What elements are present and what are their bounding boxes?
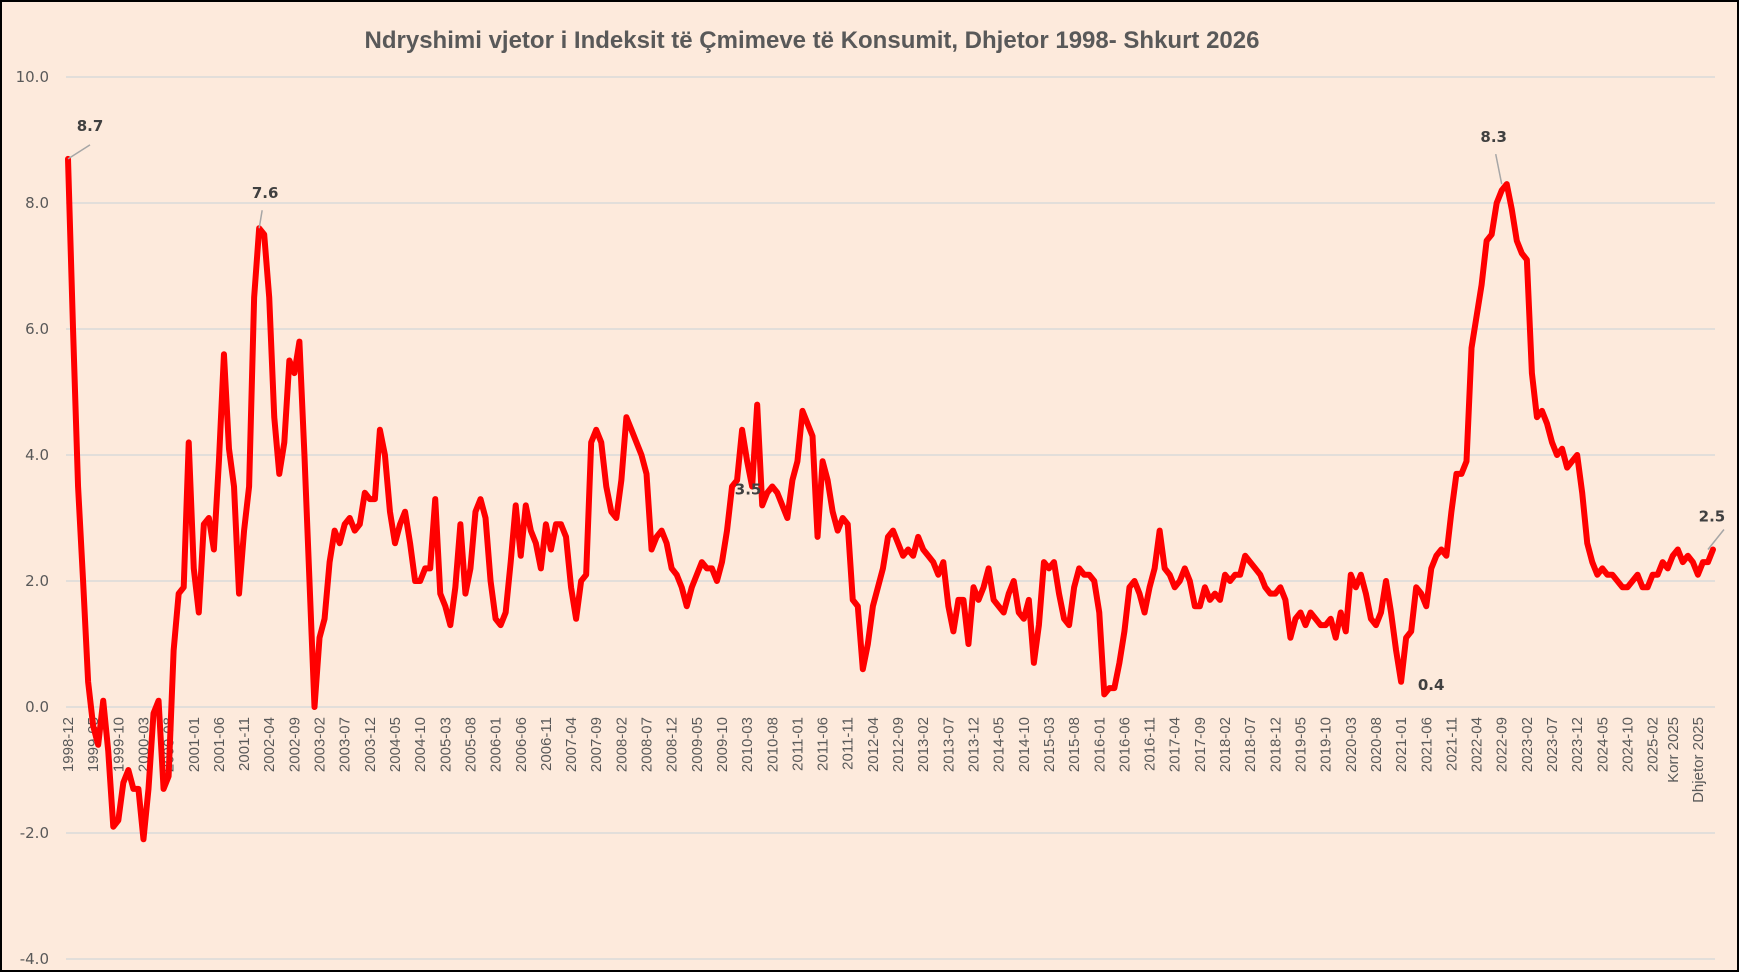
- x-tick-label: 2021-06: [1418, 717, 1435, 772]
- x-tick-label: 2004-05: [387, 717, 404, 772]
- x-tick-label: 2018-02: [1217, 717, 1234, 772]
- y-tick-label: 4.0: [25, 446, 49, 464]
- x-tick-label: 2018-07: [1242, 717, 1259, 772]
- gridlines: [66, 76, 1715, 960]
- x-tick-label: 2015-08: [1066, 717, 1083, 772]
- x-tick-label: 2008-02: [613, 717, 630, 772]
- x-tick-label: 2023-12: [1569, 717, 1586, 772]
- x-tick-label: 2025-02: [1645, 717, 1662, 772]
- x-tick-label: 2016-11: [1142, 717, 1159, 771]
- data-label: 8.3: [1480, 128, 1507, 146]
- x-tick-label: 2024-05: [1594, 717, 1611, 772]
- x-tick-label: 2006-06: [513, 717, 530, 772]
- y-tick-label: 2.0: [25, 572, 49, 590]
- data-label: 0.4: [1418, 676, 1445, 694]
- y-tick-label: -2.0: [20, 824, 49, 842]
- data-label-leader: [258, 210, 263, 229]
- x-tick-label: 2006-01: [488, 717, 505, 772]
- x-tick-label: 2022-09: [1494, 717, 1511, 772]
- x-tick-label: 2022-04: [1469, 717, 1486, 772]
- x-tick-label: 2011-06: [815, 717, 832, 771]
- y-tick-label: 6.0: [25, 320, 49, 338]
- x-tick-label: 2011-11: [840, 717, 857, 770]
- x-tick-label: 2017-09: [1192, 717, 1209, 772]
- x-tick-label: 2009-05: [689, 717, 706, 772]
- x-tick-label: 2004-10: [412, 717, 429, 772]
- y-tick-label: -4.0: [20, 950, 49, 968]
- x-tick-label: Dhjetor 2025: [1690, 717, 1707, 803]
- x-tick-label: 2001-01: [186, 717, 203, 772]
- x-tick-label: 2012-09: [890, 717, 907, 772]
- x-tick-label: 2012-04: [865, 717, 882, 772]
- data-label-leader: [1707, 529, 1725, 550]
- y-tick-label: 10.0: [16, 68, 49, 86]
- x-tick-label: 2001-06: [211, 717, 228, 772]
- x-tick-label: 2021-01: [1393, 717, 1410, 772]
- y-tick-label: 0.0: [25, 698, 49, 716]
- x-tick-label: 2018-12: [1267, 717, 1284, 772]
- x-tick-label: 2020-03: [1343, 717, 1360, 772]
- x-tick-label: 2016-01: [1091, 717, 1108, 772]
- y-tick-label: 8.0: [25, 194, 49, 212]
- x-tick-label: 2017-04: [1167, 717, 1184, 772]
- x-tick-label: 2005-08: [462, 717, 479, 772]
- data-label-leader: [67, 144, 91, 160]
- x-tick-label: 2015-03: [1041, 717, 1058, 772]
- y-axis-ticks: 10.0 8.0 6.0 4.0 2.0 0.0 -2.0 -4.0: [16, 68, 49, 968]
- x-tick-label: 2020-08: [1368, 717, 1385, 772]
- x-tick-label: 2009-10: [714, 717, 731, 772]
- x-tick-label: Korr 2025: [1665, 717, 1682, 783]
- x-tick-label: 1998-12: [60, 717, 77, 772]
- x-tick-label: 2010-03: [739, 717, 756, 772]
- x-tick-label: 2002-09: [286, 717, 303, 772]
- x-tick-label: 2007-09: [588, 717, 605, 772]
- data-label: 7.6: [252, 184, 279, 202]
- data-label: 2.5: [1699, 508, 1726, 526]
- x-tick-label: 2016-06: [1116, 717, 1133, 772]
- data-label-leader: [1494, 153, 1503, 185]
- data-label: 3.5: [735, 481, 762, 499]
- x-tick-label: 2002-04: [261, 717, 278, 772]
- x-tick-label: 2006-11: [538, 717, 555, 771]
- x-tick-label: 1999-10: [110, 717, 127, 772]
- x-tick-label: 2008-07: [639, 717, 656, 772]
- x-tick-label: 2010-08: [764, 717, 781, 772]
- chart-title: Ndryshimi vjetor i Indeksit të Çmimeve t…: [365, 27, 1260, 54]
- data-labels: 8.7 7.6 3.5 0.4 8.3 2.5: [67, 117, 1726, 694]
- x-tick-label: 2024-10: [1619, 717, 1636, 772]
- x-tick-label: 2003-12: [362, 717, 379, 772]
- series-points: [67, 158, 1714, 840]
- x-tick-label: 2011-01: [789, 717, 806, 771]
- x-tick-label: 2021-11: [1443, 717, 1460, 771]
- x-tick-label: 2013-07: [940, 717, 957, 772]
- x-tick-label: 2023-07: [1544, 717, 1561, 772]
- x-axis-ticks: 1998-12 1999-05 1999-10 2000-03 2000-08 2001-…: [60, 717, 1707, 803]
- x-tick-label: 2003-02: [312, 717, 329, 772]
- data-label: 8.7: [77, 117, 104, 135]
- x-tick-label: 2007-04: [563, 717, 580, 772]
- x-tick-label: 2014-05: [991, 717, 1008, 772]
- x-tick-label: 2001-11: [236, 717, 253, 771]
- x-tick-label: 2013-02: [915, 717, 932, 772]
- x-tick-label: 2005-03: [437, 717, 454, 772]
- x-tick-label: 2019-10: [1318, 717, 1335, 772]
- x-tick-label: 2014-10: [1016, 717, 1033, 772]
- x-tick-label: 2008-12: [664, 717, 681, 772]
- x-tick-label: 2023-02: [1519, 717, 1536, 772]
- x-tick-label: 2013-12: [966, 717, 983, 772]
- x-tick-label: 2019-05: [1292, 717, 1309, 772]
- x-tick-label: 2003-07: [337, 717, 354, 772]
- cpi-series-line: [65, 155, 1716, 843]
